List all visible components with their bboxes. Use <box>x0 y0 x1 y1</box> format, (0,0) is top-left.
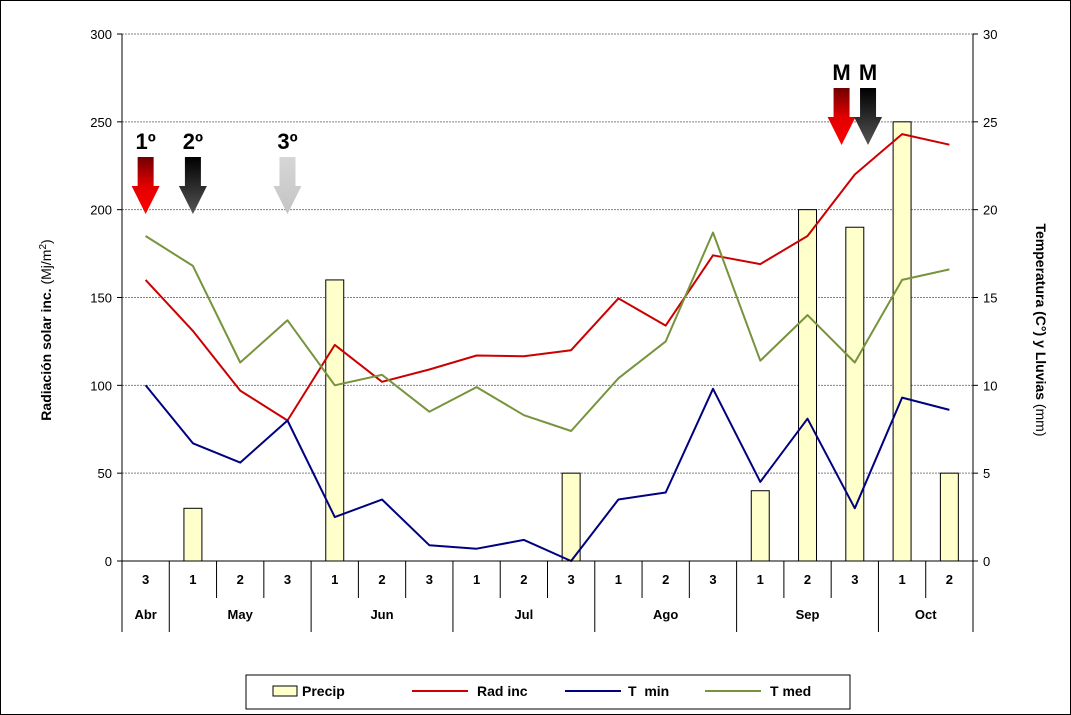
tmin-line <box>144 384 950 562</box>
precip-bars <box>183 121 959 562</box>
precip-bar <box>325 279 345 562</box>
x-month-label: Jun <box>370 607 393 622</box>
rad-inc-line <box>144 133 950 422</box>
x-category-label: 3 <box>284 572 291 587</box>
x-category-label: 1 <box>615 572 622 587</box>
x-month-label: Sep <box>796 607 820 622</box>
precip-bar <box>939 472 959 562</box>
y-right-label: Temperatura (C°) y Lluvias <box>1033 223 1049 400</box>
y-left-tick-label: 300 <box>90 27 112 42</box>
y-right-axis-title: Temperatura (C°) y Lluvias (mm) <box>1033 223 1049 436</box>
legend-label-tmed: T med <box>770 683 811 699</box>
y-left-axis-title: Radiación solar inc. (Mj/m2) <box>38 239 54 420</box>
x-category-label: 2 <box>378 572 385 587</box>
annotation-label: M <box>859 60 877 85</box>
legend: Precip Rad inc T min T med <box>245 674 851 710</box>
y-left-label: Radiación solar inc. <box>38 288 54 420</box>
y-left-tick-label: 100 <box>90 378 112 393</box>
y-left-unit-end: ) <box>38 239 54 244</box>
x-month-label: Oct <box>915 607 937 622</box>
x-category-label: 1 <box>898 572 905 587</box>
x-category-label: 3 <box>851 572 858 587</box>
x-category-label: 3 <box>426 572 433 587</box>
y-right-tick-label: 5 <box>983 466 990 481</box>
x-category-label: 1 <box>757 572 764 587</box>
annotation-arrow-red <box>827 88 856 145</box>
y-right-tick-label: 30 <box>983 27 997 42</box>
axes <box>117 33 978 632</box>
y-left-tick-label: 200 <box>90 203 112 218</box>
annotation-arrows: 1º 2º 3º M M <box>131 60 883 214</box>
annotation-arrow-black <box>854 88 883 145</box>
right-tick-labels: 0 5 10 15 20 25 30 <box>983 27 997 569</box>
left-tick-labels: 0 50 100 150 200 250 300 <box>90 27 112 569</box>
y-right-tick-label: 15 <box>983 291 997 306</box>
gridlines <box>122 33 973 474</box>
legend-label-precip: Precip <box>302 683 345 699</box>
legend-label-rad: Rad inc <box>477 683 528 699</box>
y-left-tick-label: 0 <box>105 554 112 569</box>
y-left-unit: (Mj/m <box>38 250 54 285</box>
x-category-label: 1 <box>189 572 196 587</box>
y-right-tick-label: 10 <box>983 378 997 393</box>
x-category-label: 2 <box>946 572 953 587</box>
y-right-tick-label: 20 <box>983 203 997 218</box>
x-category-label: 3 <box>709 572 716 587</box>
precip-bar <box>183 507 203 562</box>
precip-bar <box>845 226 865 562</box>
annotation-label: 3º <box>277 129 297 154</box>
x-category-label: 2 <box>520 572 527 587</box>
y-right-tick-label: 25 <box>983 115 997 130</box>
legend-label-tmin: T min <box>628 683 669 699</box>
precip-bar <box>750 490 770 562</box>
x-category-label: 1 <box>473 572 480 587</box>
y-left-tick-label: 150 <box>90 291 112 306</box>
annotation-label: M <box>832 60 850 85</box>
annotation-arrow-gray <box>273 157 302 214</box>
x-month-label: Ago <box>653 607 678 622</box>
x-month-label: Jul <box>514 607 533 622</box>
x-month-label: Abr <box>134 607 156 622</box>
x-month-label: May <box>228 607 254 622</box>
x-category-label: 3 <box>568 572 575 587</box>
y-left-tick-label: 250 <box>90 115 112 130</box>
annotation-label: 2º <box>183 129 203 154</box>
series-lines <box>144 133 950 562</box>
precip-bar <box>798 209 818 562</box>
x-category-label: 2 <box>237 572 244 587</box>
category-labels: 3 1 2 3 1 2 3 1 2 3 1 2 3 1 2 3 1 2 Abr May Jun Jul Ago Sep Oct <box>134 572 953 622</box>
x-category-label: 2 <box>662 572 669 587</box>
tmed-line <box>145 231 950 432</box>
y-right-tick-label: 0 <box>983 554 990 569</box>
annotation-label: 1º <box>135 129 155 154</box>
annotation-arrow-red <box>131 157 160 214</box>
annotation-arrow-black <box>178 157 207 214</box>
y-right-unit: (mm) <box>1033 404 1049 437</box>
y-left-unit-sup: 2 <box>38 244 49 250</box>
y-left-tick-label: 50 <box>98 466 112 481</box>
x-category-label: 3 <box>142 572 149 587</box>
x-category-label: 1 <box>331 572 338 587</box>
precip-bar <box>561 472 581 562</box>
precip-bar <box>892 121 912 562</box>
legend-swatch-precip <box>272 685 298 697</box>
x-category-label: 2 <box>804 572 811 587</box>
